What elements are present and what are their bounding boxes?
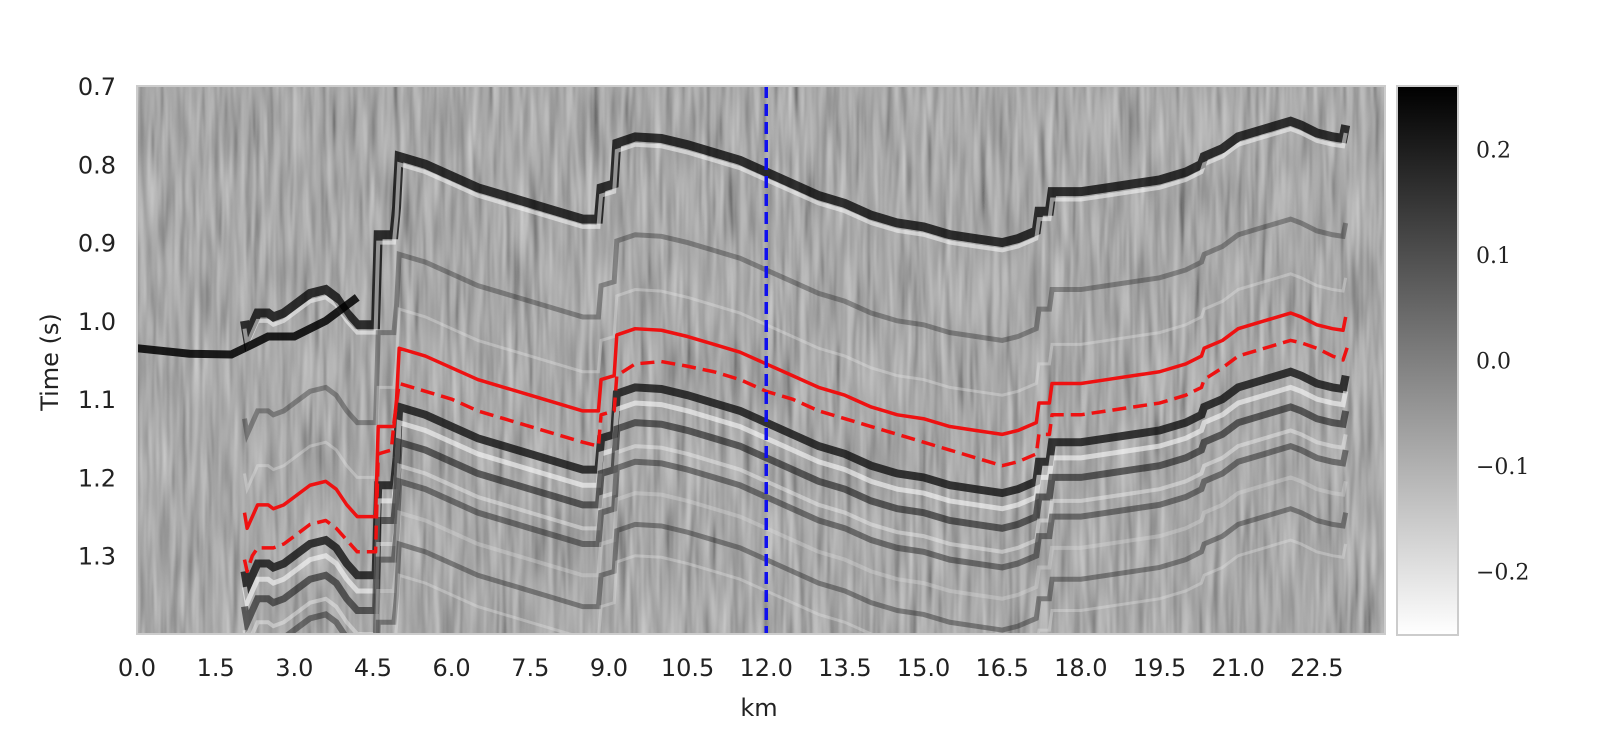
x-tick-label: 7.5: [511, 654, 549, 682]
x-tick-label: 1.5: [197, 654, 235, 682]
horizon-line-solid: [242, 311, 1348, 531]
seismic-image: [137, 86, 1385, 634]
reflector-event: [242, 384, 1349, 612]
y-tick-label: 1.2: [78, 464, 116, 492]
y-tick-label: 1.3: [78, 543, 116, 571]
x-tick-label: 3.0: [275, 654, 313, 682]
y-axis-ticks: 0.7 0.8 0.9 1.0 1.1 1.2 1.3: [78, 73, 116, 571]
colorbar-ticks: 0.2 0.1 0.0 −0.1 −0.2: [1476, 138, 1529, 585]
x-tick-label: 19.5: [1133, 654, 1186, 682]
x-tick-label: 13.5: [818, 654, 871, 682]
x-tick-label: 22.5: [1290, 654, 1343, 682]
reflector-event: [243, 272, 1348, 495]
reflector-event: [240, 116, 1351, 352]
y-tick-label: 0.9: [78, 230, 116, 258]
x-axis-ticks: 0.0 1.5 3.0 4.5 6.0 7.5 9.0 10.5 12.0 13.5 15.0 16.…: [118, 654, 1344, 682]
reflector-event: [241, 403, 1350, 634]
colorbar-tick-label: 0.2: [1476, 138, 1511, 163]
reflector-event: [284, 442, 1349, 634]
x-tick-label: 10.5: [661, 654, 714, 682]
y-axis-label: Time (s): [36, 313, 64, 412]
y-tick-label: 0.8: [78, 151, 116, 179]
x-axis-label: km: [740, 694, 777, 722]
colorbar: 0.2 0.1 0.0 −0.1 −0.2: [1396, 85, 1529, 636]
x-tick-label: 0.0: [118, 654, 156, 682]
reflector-event: [240, 367, 1350, 601]
x-tick-label: 9.0: [590, 654, 628, 682]
y-tick-label: 1.1: [78, 386, 116, 414]
reflector-events: [137, 116, 1351, 634]
x-tick-label: 15.0: [897, 654, 950, 682]
reflector-event: [374, 475, 1348, 634]
reflector-event: [375, 506, 1349, 634]
x-tick-label: 6.0: [433, 654, 471, 682]
colorbar-tick-label: 0.0: [1476, 350, 1511, 375]
colorbar-tick-label: 0.1: [1476, 244, 1511, 269]
horizon-line-dashed: [242, 338, 1350, 574]
colorbar-tick-label: −0.2: [1476, 561, 1529, 586]
plot-frame: [136, 85, 1386, 635]
colorbar-gradient: [1396, 85, 1459, 636]
x-tick-label: 4.5: [354, 654, 392, 682]
reflector-event: [137, 294, 360, 359]
reflector-event: [394, 538, 1348, 634]
x-tick-label: 16.5: [975, 654, 1028, 682]
reflector-event: [242, 126, 1348, 352]
reflector-event: [242, 428, 1348, 634]
x-tick-label: 18.0: [1054, 654, 1107, 682]
y-tick-label: 0.7: [78, 73, 116, 101]
reflector-event: [242, 216, 1349, 443]
x-tick-label: 21.0: [1211, 654, 1264, 682]
colorbar-tick-label: −0.1: [1476, 455, 1529, 480]
x-tick-label: 12.0: [740, 654, 793, 682]
y-tick-label: 1.0: [78, 308, 116, 336]
